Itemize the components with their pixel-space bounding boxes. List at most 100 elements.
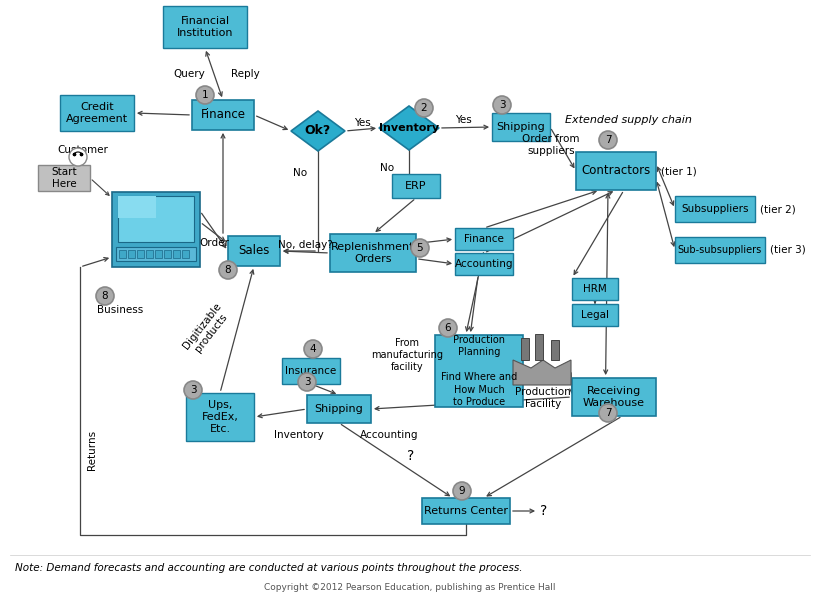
Text: Ok?: Ok? xyxy=(305,125,331,137)
Circle shape xyxy=(414,99,432,117)
Polygon shape xyxy=(513,360,570,385)
FancyBboxPatch shape xyxy=(146,250,153,258)
FancyBboxPatch shape xyxy=(118,196,194,242)
Text: 1: 1 xyxy=(201,90,208,100)
Text: No, delay?: No, delay? xyxy=(278,240,332,250)
Text: Shipping: Shipping xyxy=(314,404,363,414)
Text: HRM: HRM xyxy=(582,284,606,294)
Text: 2: 2 xyxy=(420,103,427,113)
Circle shape xyxy=(598,131,616,149)
Text: Note: Demand forecasts and accounting are conducted at various points throughout: Note: Demand forecasts and accounting ar… xyxy=(15,563,522,573)
Text: Returns: Returns xyxy=(87,430,97,470)
FancyBboxPatch shape xyxy=(329,234,415,272)
Polygon shape xyxy=(534,334,542,360)
Circle shape xyxy=(96,287,114,305)
Text: ?: ? xyxy=(540,504,547,518)
Text: Replenishment
Orders: Replenishment Orders xyxy=(331,242,414,264)
Text: No: No xyxy=(379,163,394,173)
Text: Production
Facility: Production Facility xyxy=(514,387,570,409)
Text: 3: 3 xyxy=(189,385,196,395)
Text: 8: 8 xyxy=(224,265,231,275)
Text: 7: 7 xyxy=(604,408,611,418)
Text: Order: Order xyxy=(199,238,229,248)
Text: Inventory: Inventory xyxy=(274,430,324,440)
Circle shape xyxy=(410,239,428,257)
Text: From
manufacturing
facility: From manufacturing facility xyxy=(370,339,442,371)
Circle shape xyxy=(69,148,87,166)
Text: ?: ? xyxy=(407,449,414,463)
FancyBboxPatch shape xyxy=(674,237,764,263)
FancyBboxPatch shape xyxy=(455,253,513,275)
Text: Accounting: Accounting xyxy=(360,430,418,440)
Text: 8: 8 xyxy=(102,291,108,301)
Text: Inventory: Inventory xyxy=(378,123,438,133)
Text: Contractors: Contractors xyxy=(581,165,649,178)
FancyBboxPatch shape xyxy=(572,278,618,300)
FancyBboxPatch shape xyxy=(137,250,144,258)
Text: ERP: ERP xyxy=(405,181,426,191)
Polygon shape xyxy=(291,111,345,151)
Text: Returns Center: Returns Center xyxy=(423,506,508,516)
Circle shape xyxy=(196,86,214,104)
FancyBboxPatch shape xyxy=(186,393,254,441)
FancyBboxPatch shape xyxy=(282,358,340,384)
FancyBboxPatch shape xyxy=(455,228,513,250)
FancyBboxPatch shape xyxy=(572,304,618,326)
FancyBboxPatch shape xyxy=(422,498,509,524)
FancyBboxPatch shape xyxy=(572,378,655,416)
FancyBboxPatch shape xyxy=(112,192,200,267)
Text: Receiving
Warehouse: Receiving Warehouse xyxy=(582,386,645,408)
Text: Sales: Sales xyxy=(238,244,269,258)
FancyBboxPatch shape xyxy=(118,196,156,218)
Circle shape xyxy=(304,340,322,358)
FancyBboxPatch shape xyxy=(163,6,247,48)
FancyBboxPatch shape xyxy=(128,250,135,258)
Text: Customer: Customer xyxy=(57,145,108,155)
Text: Financial
Institution: Financial Institution xyxy=(177,16,233,38)
Text: 7: 7 xyxy=(604,135,611,145)
FancyBboxPatch shape xyxy=(119,250,126,258)
Text: Accounting: Accounting xyxy=(455,259,513,269)
Circle shape xyxy=(492,96,510,114)
Text: Production
Planning

Find Where and
How Much
to Produce: Production Planning Find Where and How M… xyxy=(441,335,517,407)
Text: 6: 6 xyxy=(444,323,450,333)
Text: Start
Here: Start Here xyxy=(51,167,77,189)
Text: 4: 4 xyxy=(310,344,316,354)
Text: 5: 5 xyxy=(416,243,423,253)
Circle shape xyxy=(438,319,456,337)
Text: Finance: Finance xyxy=(464,234,504,244)
Text: (tier 2): (tier 2) xyxy=(759,204,794,214)
Polygon shape xyxy=(550,340,559,360)
Circle shape xyxy=(219,261,237,279)
FancyBboxPatch shape xyxy=(192,100,254,130)
FancyBboxPatch shape xyxy=(491,113,550,141)
FancyBboxPatch shape xyxy=(60,95,133,131)
Text: 9: 9 xyxy=(458,486,464,496)
Text: Legal: Legal xyxy=(581,310,609,320)
FancyBboxPatch shape xyxy=(38,165,90,191)
FancyBboxPatch shape xyxy=(164,250,171,258)
Text: 3: 3 xyxy=(303,377,310,387)
FancyBboxPatch shape xyxy=(575,152,655,190)
FancyBboxPatch shape xyxy=(182,250,188,258)
Circle shape xyxy=(297,373,315,391)
Text: (tier 1): (tier 1) xyxy=(660,166,696,176)
Text: Digitizable
products: Digitizable products xyxy=(181,301,233,358)
Text: Yes: Yes xyxy=(455,115,471,125)
Text: Sub-subsuppliers: Sub-subsuppliers xyxy=(677,245,761,255)
Text: Shipping: Shipping xyxy=(496,122,545,132)
Text: Query: Query xyxy=(173,69,205,79)
Text: 3: 3 xyxy=(498,100,505,110)
Text: Reply: Reply xyxy=(231,69,260,79)
Text: Ups,
FedEx,
Etc.: Ups, FedEx, Etc. xyxy=(201,399,238,434)
FancyBboxPatch shape xyxy=(228,236,279,266)
Text: Credit
Agreement: Credit Agreement xyxy=(66,102,128,124)
Text: Business: Business xyxy=(97,305,143,315)
FancyBboxPatch shape xyxy=(391,174,440,198)
Text: Finance: Finance xyxy=(201,108,245,122)
Circle shape xyxy=(183,381,201,399)
Text: Yes: Yes xyxy=(353,118,370,128)
Polygon shape xyxy=(520,338,528,360)
Text: Insurance: Insurance xyxy=(285,366,337,376)
Text: Subsuppliers: Subsuppliers xyxy=(681,204,748,214)
